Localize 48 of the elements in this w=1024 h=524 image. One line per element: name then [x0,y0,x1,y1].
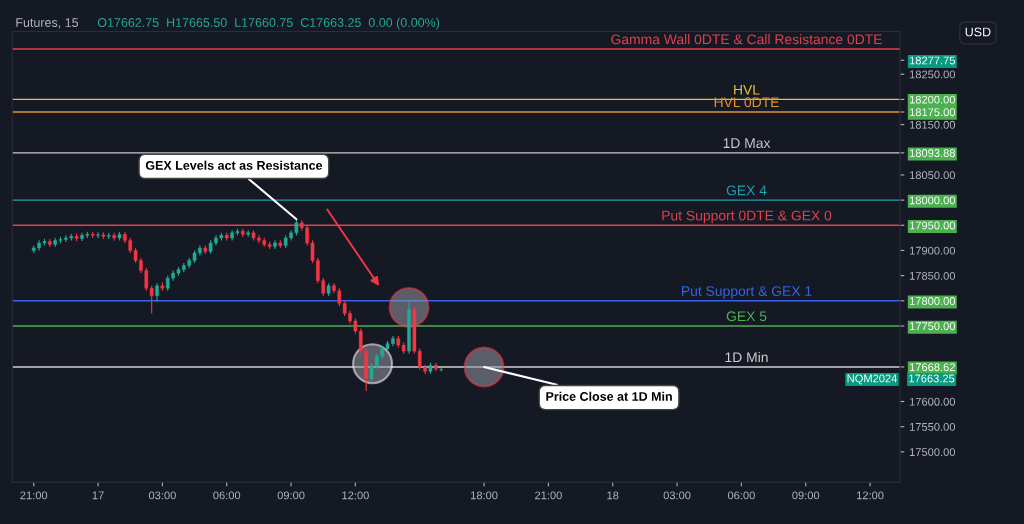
x-tick-label: 03:00 [663,491,691,500]
y-tick-label: 17550.00 [909,422,956,431]
y-tick-label: 18000.00 [909,196,956,205]
y-tick-label: 18093.88 [909,149,955,157]
ref-line-label: 1D Max [723,138,771,149]
x-tick-label: 18 [607,491,619,500]
y-tick-label: 17750.00 [909,322,956,331]
x-tick-label: 17 [92,491,104,500]
ref-line-label: 1D Min [725,351,768,362]
y-tick-label: 17800.00 [909,297,956,305]
y-tick-label: 18175.00 [909,108,956,117]
text: 17663.25 [909,374,955,383]
ref-line-label: Gamma Wall 0DTE & Call Resistance 0DTE [611,34,882,45]
candlestick [273,240,277,250]
x-tick-label: 12:00 [342,491,369,500]
y-tick-label: 18250.00 [909,70,956,79]
x-tick-label: 21:00 [20,491,48,500]
y-tick-label: 18200.00 [909,95,956,104]
ref-line-label: GEX 4 [726,185,767,196]
x-tick-label: 03:00 [148,491,176,500]
text: USD [965,27,991,37]
ref-line-label: HVL [734,84,760,95]
x-tick-label: 12:00 [857,491,884,500]
ref-line-label: GEX 5 [726,311,767,322]
annotation: NQM2024 [847,374,897,385]
annotation: Price Close at 1D Min [546,391,672,401]
y-tick-label: 17668.62 [909,363,955,372]
chart-subtitle: O17662.75 H17665.50 L17660.75 C17663.25 0.00 (0.00%) [97,17,440,30]
chart-title: Futures, 15 [16,18,79,29]
y-tick-label: 18050.00 [909,171,956,180]
x-tick-label: 06:00 [727,491,755,500]
x-tick-label: 06:00 [213,491,241,500]
y-tick-label: 17500.00 [909,448,956,456]
y-tick-label: 18277.75 [909,56,955,65]
x-tick-label: 09:00 [277,491,305,500]
ref-line-label: Put Support & GEX 1 [682,286,812,299]
y-tick-label: 17850.00 [909,271,956,280]
annotation: GEX Levels act as Resistance [145,160,323,170]
ref-line-label: Put Support 0DTE & GEX 0 [662,210,832,224]
x-tick-label: 18:00 [471,491,498,500]
y-tick-label: 17950.00 [909,221,956,230]
x-tick-label: 21:00 [535,491,562,500]
ref-line-label: HVL 0DTE [714,97,779,108]
y-tick-label: 17900.00 [909,246,956,255]
x-tick-label: 09:00 [792,491,820,500]
y-tick-label: 18150.00 [909,120,956,129]
y-tick-label: 17600.00 [909,397,956,406]
candlestick [96,232,100,238]
